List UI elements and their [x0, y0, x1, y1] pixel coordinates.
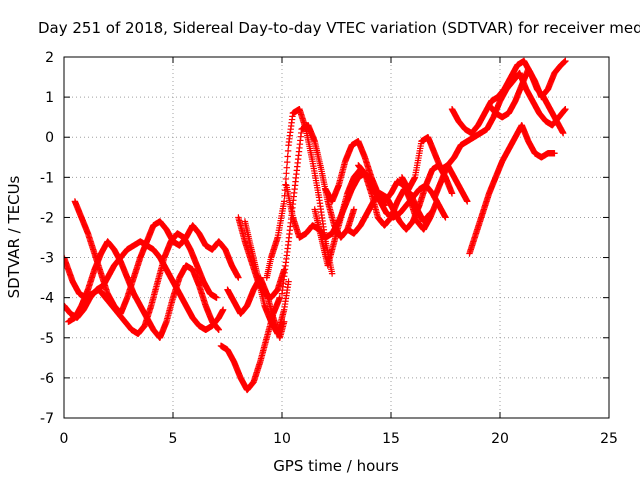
- y-tick-label: 2: [45, 50, 54, 66]
- data-series: [217, 294, 284, 394]
- data-point: [235, 274, 242, 281]
- y-tick-label: -1: [40, 170, 54, 186]
- data-point: [213, 294, 220, 301]
- data-series: [485, 57, 569, 121]
- x-tick-label: 5: [169, 431, 178, 447]
- data-point: [427, 210, 434, 217]
- data-point: [283, 164, 290, 171]
- data-series: [355, 162, 434, 229]
- data-series: [466, 121, 558, 257]
- y-tick-label: -5: [40, 331, 54, 347]
- data-point: [464, 198, 471, 205]
- y-tick-label: 0: [45, 130, 54, 146]
- grid: [64, 57, 609, 418]
- x-axis-label: GPS time / hours: [273, 457, 399, 475]
- data-layer: [64, 57, 569, 394]
- x-tick-label: 10: [273, 431, 291, 447]
- data-point: [280, 198, 288, 205]
- data-point: [433, 198, 440, 205]
- data-point: [350, 206, 358, 213]
- y-tick-label: -4: [40, 291, 54, 307]
- ticks: 0 5 10 15 20 25 -7 -6 -5 -4 -3 -2 -1 0 1 2: [40, 50, 618, 447]
- data-point: [283, 170, 290, 177]
- data-point: [276, 294, 284, 301]
- chart-title: Day 251 of 2018, Sidereal Day-to-day VTE…: [38, 19, 640, 37]
- y-tick-label: -2: [40, 210, 54, 226]
- data-point: [448, 190, 456, 197]
- data-series: [65, 238, 222, 341]
- data-point: [284, 158, 291, 166]
- plot-frame: [63, 56, 610, 419]
- x-tick-label: 0: [60, 431, 69, 447]
- y-tick-label: 1: [45, 90, 54, 106]
- data-point: [284, 153, 291, 160]
- data-series: [64, 230, 220, 337]
- data-point: [282, 181, 289, 188]
- data-point: [562, 105, 569, 113]
- y-axis-label: SDTVAR / TECUs: [5, 175, 23, 298]
- data-series: [71, 198, 242, 317]
- data-point: [560, 130, 567, 137]
- y-tick-label: -6: [40, 371, 54, 387]
- data-point: [215, 326, 222, 333]
- y-tick-label: -7: [40, 411, 54, 427]
- data-point: [219, 306, 227, 313]
- data-point: [285, 278, 292, 285]
- data-point: [284, 147, 292, 155]
- data-point: [328, 270, 336, 277]
- x-tick-label: 25: [600, 431, 618, 447]
- data-point: [562, 57, 569, 65]
- data-series: [278, 121, 358, 297]
- data-point: [442, 214, 449, 221]
- data-point: [551, 150, 558, 157]
- data-point: [282, 175, 290, 183]
- x-tick-label: 20: [491, 431, 509, 447]
- x-tick-label: 15: [382, 431, 400, 447]
- y-tick-label: -3: [40, 251, 54, 267]
